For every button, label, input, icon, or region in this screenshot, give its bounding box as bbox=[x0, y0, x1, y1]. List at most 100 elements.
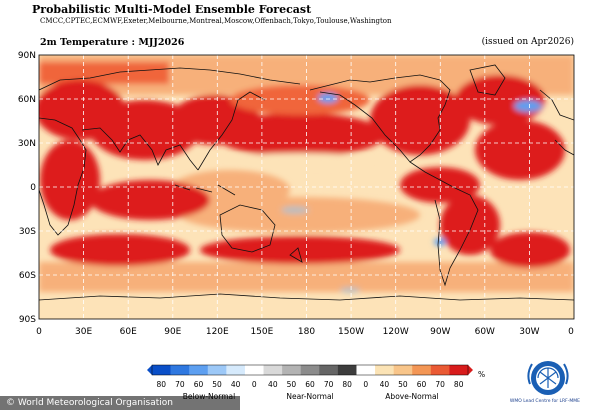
lon-label: 60E bbox=[120, 327, 137, 337]
coast-south-asia bbox=[81, 127, 199, 171]
wmo-logo-caption: WMO Lead Centre for LRF-MME bbox=[509, 399, 580, 404]
colorbar-number: 0 bbox=[252, 380, 257, 389]
longitude-labels: 0 30E 60E 90E 120E 150E 180 150W 120W 90… bbox=[36, 327, 574, 337]
coast-eurasia-north bbox=[39, 67, 301, 91]
colorbar-cell bbox=[152, 365, 171, 375]
colorbar-number: 70 bbox=[324, 380, 334, 389]
field-alaska-below bbox=[318, 93, 338, 103]
colorbar-numbers: 80 70 60 50 40 0 40 50 60 70 80 0 40 50 60 70 80 bbox=[157, 380, 464, 389]
lon-label: 0 bbox=[568, 327, 574, 337]
colorbar-cells bbox=[152, 365, 469, 375]
coast-new-zealand bbox=[289, 247, 303, 263]
field-south-indian bbox=[50, 234, 190, 266]
colorbar-frame bbox=[151, 364, 469, 376]
colorbar-number: 80 bbox=[454, 380, 464, 389]
lon-label: 30W bbox=[519, 327, 539, 337]
colorbar-cell bbox=[244, 365, 264, 375]
field-atlantic-tropical bbox=[475, 120, 565, 180]
lon-label: 60W bbox=[475, 327, 495, 337]
field-equatorial-light bbox=[230, 153, 370, 167]
colorbar-number: 70 bbox=[175, 380, 185, 389]
colorbar-cell bbox=[412, 365, 432, 375]
field-south-america bbox=[440, 195, 500, 255]
lon-label: 150E bbox=[250, 327, 273, 337]
field-north-america bbox=[370, 85, 470, 155]
colorbar-number: 0 bbox=[363, 380, 368, 389]
colorbar-cell bbox=[226, 365, 246, 375]
colorbar-left-arrow bbox=[147, 365, 152, 375]
colorbar-cell bbox=[319, 365, 339, 375]
colorbar-cell bbox=[207, 365, 227, 375]
lon-label: 90E bbox=[164, 327, 181, 337]
colorbar-number: 50 bbox=[398, 380, 408, 389]
lon-label: 150W bbox=[338, 327, 364, 337]
lat-label: 60S bbox=[19, 271, 36, 281]
colorbar-number: 60 bbox=[417, 380, 427, 389]
lon-label: 90W bbox=[430, 327, 450, 337]
field-southern-ocean-spot bbox=[340, 287, 360, 293]
category-above-normal: Above-Normal bbox=[385, 392, 438, 401]
colorbar-cell bbox=[300, 365, 320, 375]
category-near-normal: Near-Normal bbox=[286, 392, 333, 401]
contributing-centers: CMCC,CPTEC,ECMWF,Exeter,Melbourne,Montre… bbox=[40, 17, 392, 25]
lat-label: 0 bbox=[30, 183, 36, 193]
colorbar-cell bbox=[356, 365, 376, 375]
lon-label: 120W bbox=[383, 327, 409, 337]
colorbar-cell bbox=[170, 365, 190, 375]
colorbar-cell bbox=[375, 365, 394, 375]
field-africa bbox=[40, 140, 100, 220]
coast-south-america bbox=[409, 161, 479, 287]
colorbar-number: 40 bbox=[268, 380, 278, 389]
colorbar-cell bbox=[263, 365, 283, 375]
colorbar-cell bbox=[393, 365, 413, 375]
lat-label: 60N bbox=[18, 95, 36, 105]
gridlines bbox=[39, 55, 574, 319]
page-title: Probabilistic Multi-Model Ensemble Forec… bbox=[32, 3, 312, 16]
lat-label: 30S bbox=[19, 227, 36, 237]
colorbar-number: 80 bbox=[157, 380, 167, 389]
colorbar-right-arrow bbox=[468, 365, 473, 375]
colorbar-number: 50 bbox=[212, 380, 222, 389]
field-south-atlantic bbox=[490, 232, 570, 268]
field-atlantic-north bbox=[455, 75, 545, 125]
coast-east-asia bbox=[197, 91, 266, 171]
field-north-pacific bbox=[215, 113, 385, 157]
lat-label: 90S bbox=[19, 315, 36, 325]
coast-greenland bbox=[469, 64, 506, 96]
colorbar-number: 60 bbox=[194, 380, 204, 389]
coast-north-america bbox=[309, 74, 451, 163]
colorbar-number: 40 bbox=[380, 380, 390, 389]
colorbar-number: 70 bbox=[435, 380, 445, 389]
colorbar-cell bbox=[189, 365, 209, 375]
colorbar-unit: % bbox=[478, 370, 485, 379]
coast-indonesia bbox=[174, 184, 236, 196]
latitude-labels: 90N 60N 30N 0 30S 60S 90S bbox=[18, 51, 36, 325]
colorbar-number: 40 bbox=[231, 380, 241, 389]
lon-label: 180 bbox=[298, 327, 315, 337]
lon-label: 120E bbox=[206, 327, 229, 337]
lat-label: 90N bbox=[18, 51, 36, 61]
colorbar-number: 80 bbox=[342, 380, 352, 389]
map-frame bbox=[38, 54, 575, 320]
wmo-emblem-icon bbox=[527, 361, 569, 395]
colorbar-cell bbox=[430, 365, 450, 375]
field-north-pacific-north bbox=[230, 85, 370, 115]
colorbar-number: 50 bbox=[287, 380, 297, 389]
field-eurasia-north bbox=[39, 62, 169, 84]
coast-antarctica bbox=[39, 293, 574, 301]
field-south-pacific bbox=[200, 236, 400, 264]
variable-subtitle: 2m Temperature : MJJ2026 bbox=[40, 37, 185, 48]
colorbar-number: 60 bbox=[305, 380, 315, 389]
copyright-credit: © World Meteorological Organisation bbox=[0, 396, 240, 410]
colorbar-cell bbox=[449, 365, 469, 375]
issue-date: (issued on Apr2026) bbox=[481, 37, 574, 47]
coast-australia bbox=[219, 204, 276, 253]
colorbar-cell bbox=[337, 365, 357, 375]
field-south-america-below bbox=[434, 238, 446, 246]
lon-label: 30E bbox=[75, 327, 92, 337]
lon-label: 0 bbox=[36, 327, 42, 337]
field-indian-ocean bbox=[90, 180, 210, 220]
field-near-normal-spot bbox=[281, 206, 309, 214]
colorbar-cell bbox=[282, 365, 302, 375]
